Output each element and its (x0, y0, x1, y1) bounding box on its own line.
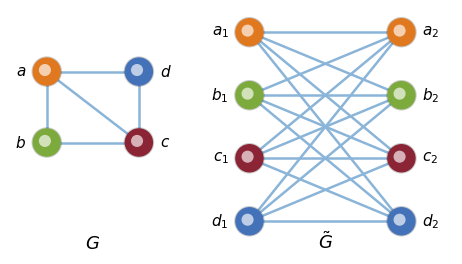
Point (398, 93, 405, 97)
Point (246, 30, 253, 34)
Point (135, 140, 143, 145)
Point (43, 140, 50, 145)
Point (398, 156, 405, 160)
Point (396, 218, 403, 222)
Point (398, 30, 405, 34)
Point (246, 93, 253, 97)
Text: $\tilde{G}$: $\tilde{G}$ (318, 231, 333, 253)
Point (396, 155, 403, 159)
Point (398, 219, 405, 223)
Point (135, 69, 143, 74)
Point (396, 92, 403, 96)
Point (398, 30, 405, 34)
Text: $c$: $c$ (159, 135, 170, 149)
Point (396, 29, 403, 33)
Text: $a_1$: $a_1$ (212, 24, 229, 40)
Text: $d_2$: $d_2$ (422, 212, 439, 231)
Text: $a$: $a$ (16, 65, 26, 79)
Text: $c_2$: $c_2$ (422, 150, 438, 166)
Text: $G$: $G$ (85, 235, 100, 253)
Point (244, 92, 251, 96)
Point (43, 140, 50, 145)
Point (398, 156, 405, 160)
Point (43, 69, 50, 74)
Point (135, 69, 143, 74)
Text: $b_1$: $b_1$ (211, 86, 229, 105)
Point (398, 219, 405, 223)
Point (43, 69, 50, 74)
Point (134, 139, 141, 143)
Point (246, 219, 253, 223)
Point (246, 156, 253, 160)
Text: $b_2$: $b_2$ (422, 86, 439, 105)
Point (398, 93, 405, 97)
Point (135, 140, 143, 145)
Point (244, 155, 251, 159)
Point (134, 68, 141, 72)
Point (244, 29, 251, 33)
Text: $d_1$: $d_1$ (211, 212, 229, 231)
Point (246, 219, 253, 223)
Point (244, 218, 251, 222)
Point (41, 68, 49, 72)
Text: $c_1$: $c_1$ (213, 150, 229, 166)
Point (246, 93, 253, 97)
Point (41, 139, 49, 143)
Text: $b$: $b$ (15, 134, 26, 150)
Point (246, 156, 253, 160)
Text: $a_2$: $a_2$ (422, 24, 439, 40)
Point (246, 30, 253, 34)
Text: $d$: $d$ (159, 64, 171, 80)
